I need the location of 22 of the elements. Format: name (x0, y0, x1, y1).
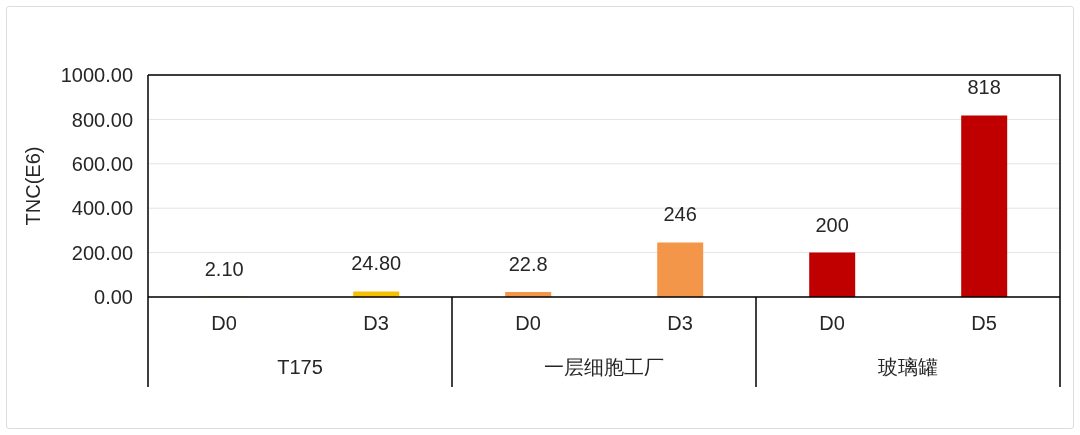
y-tick-label: 0.00 (94, 286, 133, 309)
data-label: 246 (663, 203, 697, 226)
data-label: 24.80 (351, 252, 402, 275)
text: T175 (277, 356, 323, 378)
y-tick-label: 800.00 (71, 108, 133, 131)
text: 一层细胞工厂 (544, 356, 664, 378)
y-axis-title: TNC(E6) (22, 146, 44, 226)
y-tick-label: 1000.00 (60, 64, 133, 87)
x-tick-label: D0 (211, 312, 237, 334)
x-tick-label: D3 (667, 312, 693, 334)
text: 玻璃罐 (878, 356, 938, 378)
y-tick-label: 400.00 (71, 197, 133, 220)
y-tick-label: 600.00 (71, 152, 133, 175)
data-label: 200 (815, 213, 849, 236)
data-label: 22.8 (508, 252, 548, 275)
data-label: 2.10 (204, 257, 244, 280)
x-tick-label: D0 (819, 312, 845, 334)
y-tick-label: 200.00 (71, 241, 133, 264)
x-tick-label: D0 (515, 312, 541, 334)
x-tick-label: D5 (971, 312, 997, 334)
data-label: 818 (967, 76, 1001, 99)
x-tick-label: D3 (363, 312, 389, 334)
